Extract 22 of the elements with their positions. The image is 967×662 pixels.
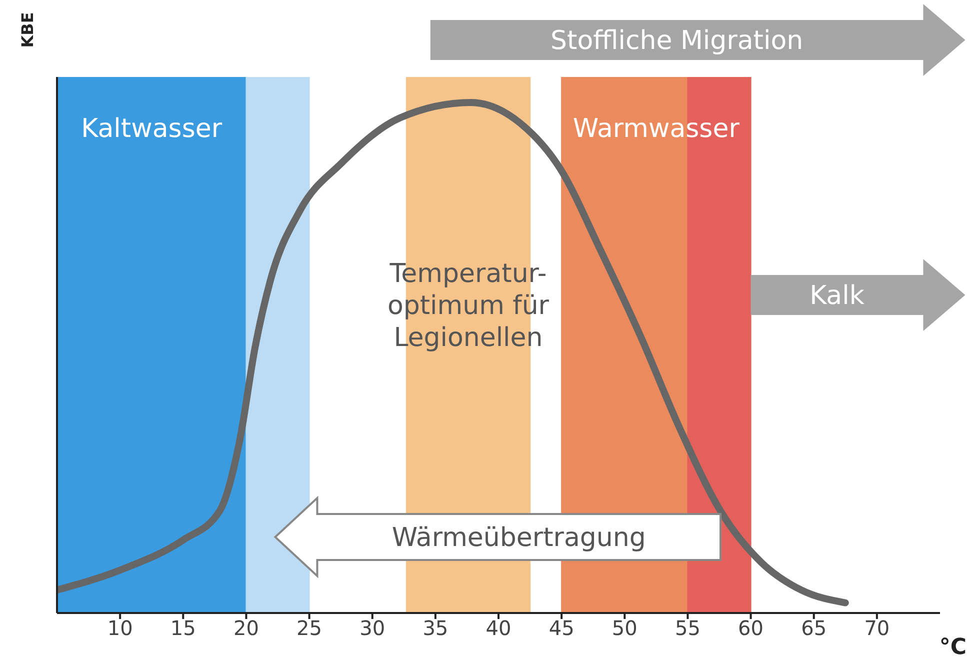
x-tick-label: 10 (107, 616, 133, 640)
x-tick-label: 40 (486, 616, 512, 640)
band-label: Warmwasser (572, 114, 740, 144)
x-tick-label: 35 (422, 616, 448, 640)
x-tick-label: 15 (170, 616, 196, 640)
annotation: Wärmeübertragung (392, 523, 646, 553)
x-tick-label: 25 (296, 616, 322, 640)
y-axis-title: KBE (18, 12, 37, 48)
arrow-icon: Kalk (750, 259, 966, 331)
arrow-icon: Wärmeübertragung (274, 496, 722, 578)
x-tick-label: 30 (360, 616, 386, 640)
band-label: Kaltwasser (81, 114, 222, 144)
x-tick-label: 20 (233, 616, 259, 640)
x-tick-label: 45 (548, 616, 574, 640)
x-tick-label: 65 (801, 616, 827, 640)
annotation: Kalk (810, 281, 864, 311)
arrow-icon: Stoffliche Migration (430, 4, 966, 76)
x-tick-label: 70 (864, 616, 890, 640)
x-tick-label: 55 (674, 616, 700, 640)
x-tick-label: 60 (738, 616, 764, 640)
x-tick-label: 50 (612, 616, 638, 640)
x-axis-title: °C (939, 635, 967, 660)
